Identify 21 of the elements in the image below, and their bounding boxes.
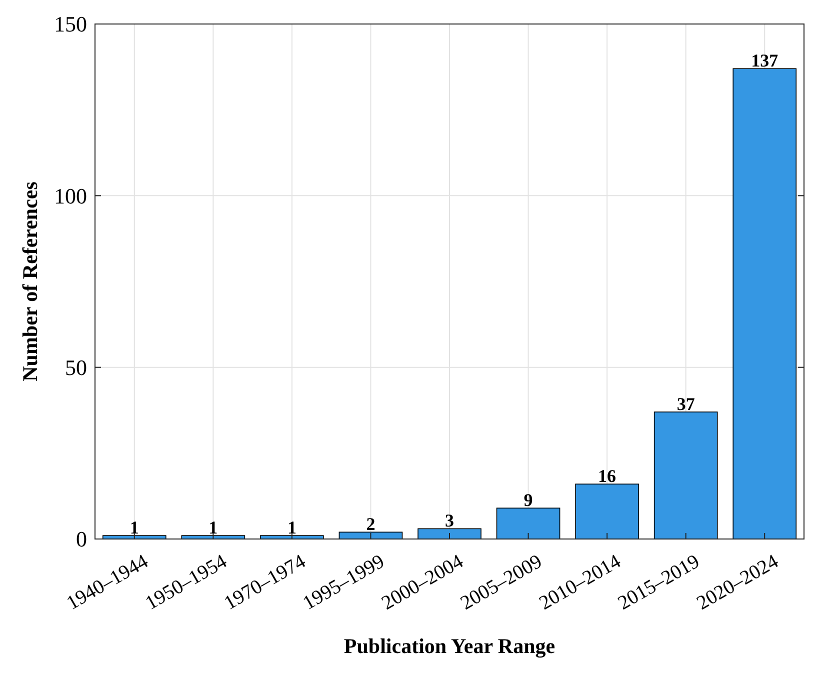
data-label: 1: [130, 518, 139, 538]
bar: [496, 508, 560, 540]
data-label: 2: [366, 514, 376, 534]
y-axis-title: Number of References: [18, 182, 42, 382]
data-label: 16: [598, 466, 616, 486]
y-tick-label: 100: [54, 183, 87, 208]
data-label: 37: [676, 394, 695, 414]
data-label: 137: [751, 50, 778, 71]
data-label: 1: [208, 518, 218, 538]
data-label: 3: [445, 510, 454, 531]
x-axis-title: Publication Year Range: [344, 634, 556, 658]
y-tick-label: 150: [54, 12, 87, 37]
bar: [338, 532, 403, 540]
bar: [575, 484, 639, 540]
bar: [732, 68, 797, 540]
y-tick-label: 0: [76, 526, 87, 552]
bar: [654, 412, 718, 540]
data-label: 9: [524, 490, 533, 510]
bar: [418, 528, 482, 540]
y-tick-label: 50: [65, 355, 87, 380]
data-label: 1: [287, 518, 296, 538]
